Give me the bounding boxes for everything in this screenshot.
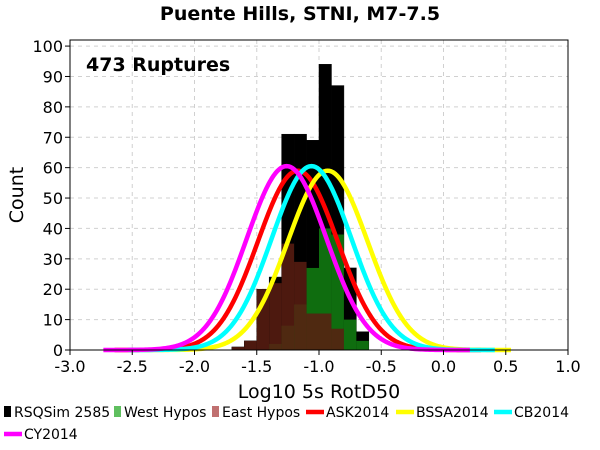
axis-ticks: -3.0 -2.5 -2.0 -1.5 -1.0 -0.5 0.0 0.5 1.0 0 10 20 30… — [32, 37, 580, 376]
legend-swatch-east-hypos — [212, 406, 219, 417]
x-tick-label-2: -2.0 — [179, 357, 210, 376]
legend-label-ask2014: ASK2014 — [326, 405, 389, 421]
legend-item-rsqsim-2585: RSQSim 2585 — [4, 405, 110, 421]
bar-east-hypos-1 — [244, 340, 257, 350]
bar-east-hypos-8 — [331, 328, 344, 350]
legend: RSQSim 2585 West Hypos East Hypos ASK2014 BS… — [4, 405, 569, 443]
legend-label-cy2014: CY2014 — [24, 427, 78, 443]
legend-item-ask2014: ASK2014 — [306, 405, 389, 421]
bar-east-hypos-7 — [319, 313, 332, 350]
x-tick-label-1: -2.5 — [117, 357, 148, 376]
y-tick-label-6: 60 — [43, 159, 63, 178]
bar-east-hypos-6 — [306, 313, 319, 350]
x-axis-label: Log10 5s RotD50 — [238, 381, 400, 403]
gmpe-curves — [102, 163, 512, 353]
x-tick-label-3: -1.5 — [241, 357, 272, 376]
legend-item-bssa2014: BSSA2014 — [396, 405, 489, 421]
y-tick-label-5: 50 — [43, 189, 63, 208]
x-tick-label-0: -3.0 — [54, 357, 85, 376]
bar-east-hypos-5 — [294, 261, 307, 350]
bar-west-hypos-10 — [356, 340, 369, 350]
y-tick-label-10: 100 — [32, 37, 63, 56]
legend-label-cb2014: CB2014 — [514, 405, 569, 421]
legend-item-east-hypos: East Hypos — [212, 405, 300, 421]
ruptures-annotation: 473 Ruptures — [86, 54, 230, 76]
x-tick-label-7: 0.5 — [493, 357, 518, 376]
x-tick-label-6: 0.0 — [431, 357, 456, 376]
legend-swatch-west-hypos — [114, 406, 121, 417]
y-tick-label-1: 10 — [43, 311, 63, 330]
legend-item-cy2014: CY2014 — [4, 427, 78, 443]
legend-item-west-hypos: West Hypos — [114, 405, 206, 421]
y-tick-label-2: 20 — [43, 280, 63, 299]
legend-label-bssa2014: BSSA2014 — [416, 405, 489, 421]
y-tick-label-7: 70 — [43, 128, 63, 147]
legend-label-rsqsim-2585: RSQSim 2585 — [14, 405, 110, 421]
curve-cy2014 — [102, 163, 471, 353]
y-tick-label-8: 80 — [43, 98, 63, 117]
y-axis-label: Count — [6, 167, 28, 223]
y-tick-label-4: 40 — [43, 219, 63, 238]
y-tick-label-3: 30 — [43, 250, 63, 269]
y-tick-label-9: 90 — [43, 67, 63, 86]
x-tick-label-4: -1.0 — [303, 357, 334, 376]
legend-swatch-rsqsim-2585 — [4, 406, 11, 417]
x-tick-label-8: 1.0 — [555, 357, 580, 376]
chart-title: Puente Hills, STNI, M7-7.5 — [160, 3, 440, 25]
legend-label-east-hypos: East Hypos — [222, 405, 300, 421]
x-tick-label-5: -0.5 — [366, 357, 397, 376]
bar-east-hypos-3 — [269, 283, 282, 350]
legend-label-west-hypos: West Hypos — [124, 405, 206, 421]
bar-east-hypos-0 — [231, 346, 245, 350]
legend-item-cb2014: CB2014 — [494, 405, 569, 421]
bar-west-hypos-9 — [343, 319, 357, 350]
y-tick-label-0: 0 — [53, 341, 63, 360]
bar-east-hypos-4 — [281, 243, 295, 350]
